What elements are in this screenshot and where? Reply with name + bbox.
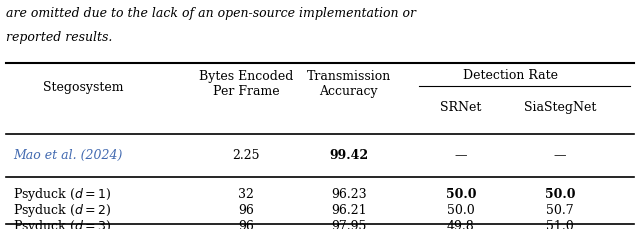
Text: 99.42: 99.42	[329, 148, 369, 161]
Text: Bytes Encoded
Per Frame: Bytes Encoded Per Frame	[199, 70, 294, 98]
Text: Stegosystem: Stegosystem	[43, 81, 124, 94]
Text: SRNet: SRNet	[440, 101, 481, 114]
Text: —: —	[554, 148, 566, 161]
Text: Detection Rate: Detection Rate	[463, 69, 558, 82]
Text: SiaStegNet: SiaStegNet	[524, 101, 596, 114]
Text: Psyduck ($d = 1$): Psyduck ($d = 1$)	[13, 185, 111, 202]
Text: 96.23: 96.23	[331, 187, 367, 200]
Text: reported results.: reported results.	[6, 31, 113, 44]
Text: 2.25: 2.25	[233, 148, 260, 161]
Text: —: —	[454, 148, 467, 161]
Text: Transmission
Accuracy: Transmission Accuracy	[307, 70, 391, 98]
Text: 96.21: 96.21	[331, 203, 367, 216]
Text: 51.0: 51.0	[546, 219, 574, 229]
Text: 50.0: 50.0	[545, 187, 575, 200]
Text: Psyduck ($d = 3$): Psyduck ($d = 3$)	[13, 217, 111, 229]
Text: 32: 32	[239, 187, 254, 200]
Text: 96: 96	[239, 219, 254, 229]
Text: Mao et al. (2024): Mao et al. (2024)	[13, 148, 122, 161]
Text: 50.0: 50.0	[447, 203, 475, 216]
Text: 50.7: 50.7	[546, 203, 574, 216]
Text: are omitted due to the lack of an open-source implementation or: are omitted due to the lack of an open-s…	[6, 7, 417, 20]
Text: 97.95: 97.95	[331, 219, 367, 229]
Text: 49.8: 49.8	[447, 219, 475, 229]
Text: Psyduck ($d = 2$): Psyduck ($d = 2$)	[13, 201, 111, 218]
Text: 96: 96	[239, 203, 254, 216]
Text: 50.0: 50.0	[445, 187, 476, 200]
